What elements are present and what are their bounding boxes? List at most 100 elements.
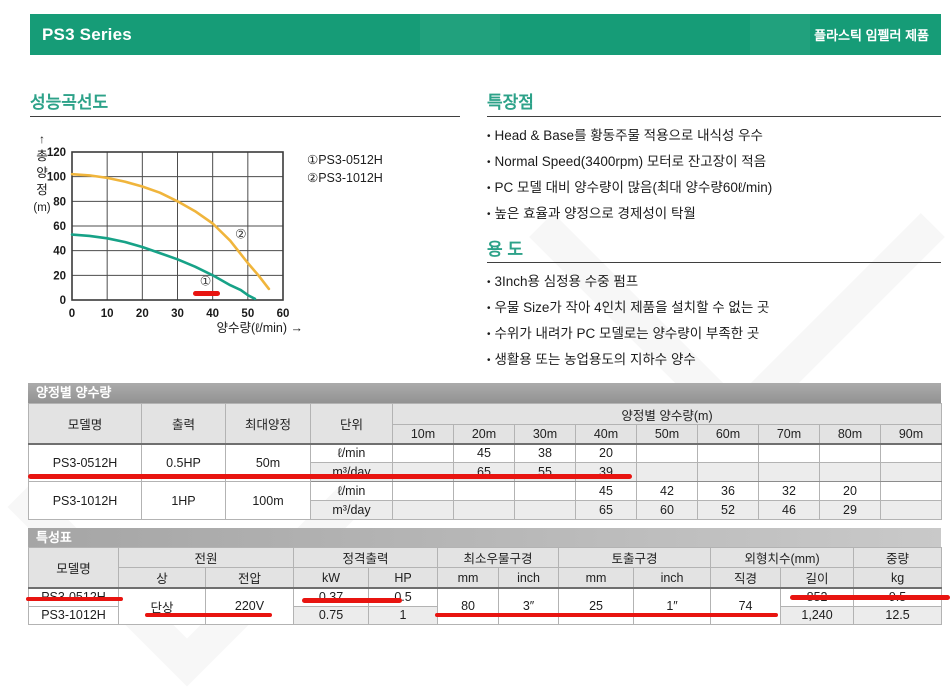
value-cell — [819, 443, 881, 463]
value-cell — [514, 481, 576, 501]
max-head-cell: 100m — [225, 481, 311, 520]
series-title: PS3 Series — [42, 24, 132, 44]
value-cell — [819, 462, 881, 482]
usage-list: 3Inch용 심정용 수중 펌프 우물 Size가 작아 4인치 제품을 설치할… — [487, 269, 770, 373]
col-header-outlet-inch: inch — [633, 567, 712, 589]
value-cell — [514, 500, 576, 520]
weight-cell: 12.5 — [853, 605, 943, 625]
table-row: PS3-1012H 1HP 100m ℓ/min 45 42 36 32 20 — [28, 481, 943, 520]
svg-text:100: 100 — [47, 172, 66, 184]
value-cell — [636, 443, 698, 463]
col-header-unit: 단위 — [310, 403, 393, 444]
col-header-dim-group: 외형치수(mm) — [710, 547, 855, 568]
value-cell: 45 — [575, 481, 637, 501]
value-cell: 60 — [636, 500, 698, 520]
value-cell: 20 — [575, 443, 637, 463]
red-annotation-length-weight — [790, 595, 950, 600]
svg-text:50: 50 — [241, 308, 254, 320]
svg-text:10: 10 — [101, 308, 114, 320]
red-annotation-kw-hp — [302, 598, 402, 603]
y-axis-label-char: 총 — [36, 149, 48, 163]
col-header-output-group: 정격출력 — [293, 547, 439, 568]
col-header-length: 길이 — [780, 567, 855, 589]
section-rule — [30, 116, 460, 117]
value-cell — [879, 443, 943, 463]
value-cell — [392, 481, 454, 501]
head-col: 70m — [758, 424, 820, 444]
product-tagline: 플라스틱 임펠러 제품 — [814, 28, 929, 43]
feature-item: Head & Base를 황동주물 적용으로 내식성 우수 — [487, 123, 772, 149]
col-header-weight-group: 중량 — [853, 547, 943, 568]
value-cell — [392, 500, 454, 520]
head-col: 90m — [879, 424, 943, 444]
col-header-outlet-group: 토출구경 — [558, 547, 712, 568]
y-axis-label-char: 양 — [36, 166, 48, 180]
col-header-well-mm: mm — [437, 567, 500, 589]
head-col: 60m — [697, 424, 759, 444]
svg-text:20: 20 — [53, 270, 66, 282]
col-header-kg: kg — [853, 567, 943, 589]
section-title-features: 특장점 — [487, 93, 534, 112]
usage-item: 우물 Size가 작아 4인치 제품을 설치할 수 없는 곳 — [487, 295, 770, 321]
svg-text:40: 40 — [53, 246, 66, 258]
value-cell — [453, 500, 515, 520]
performance-chart: ① ② 0 10 20 30 40 50 60 0 20 40 60 80 100 120 양수량(ℓ/min)… — [33, 132, 383, 335]
value-cell — [392, 443, 454, 463]
table-row: m³/day 65 60 52 46 29 — [29, 500, 943, 520]
value-cell: 38 — [514, 443, 576, 463]
head-col: 30m — [514, 424, 576, 444]
catalog-page: { "header": { "title": "PS3 Series", "ta… — [0, 0, 950, 634]
value-cell: 42 — [636, 481, 698, 501]
head-col: 40m — [575, 424, 637, 444]
phase-cell: 단상 — [118, 587, 206, 625]
col-header-model: 모델명 — [28, 403, 142, 444]
svg-text:0: 0 — [69, 308, 75, 320]
feature-item: 높은 효율과 양정으로 경제성이 탁월 — [487, 201, 772, 227]
value-cell — [879, 500, 943, 520]
unit-cell: m³/day — [310, 500, 393, 520]
table1-title-bar: 양정별 양수량 — [28, 383, 941, 403]
voltage-cell: 220V — [204, 587, 295, 625]
outlet-inch-cell: 1″ — [633, 587, 712, 625]
table-row: PS3-1012H 0.75 1 1,240 12.5 — [28, 605, 943, 625]
svg-text:80: 80 — [53, 196, 66, 208]
red-annotation-model-0512h — [26, 597, 123, 601]
banner-sheen — [750, 14, 810, 55]
col-header-model: 모델명 — [28, 547, 119, 589]
legend-entry: ②PS3-1012H — [307, 171, 383, 185]
unit-cell: ℓ/min — [310, 481, 393, 501]
hp-cell: 0.5 — [368, 587, 439, 607]
y-axis-label-char: 정 — [36, 183, 48, 197]
value-cell: 46 — [758, 500, 820, 520]
col-header-kw: kW — [293, 567, 370, 589]
value-cell — [697, 443, 759, 463]
kw-cell: 0.37 — [293, 587, 370, 607]
value-cell: 32 — [758, 481, 820, 501]
svg-text:30: 30 — [171, 308, 184, 320]
col-header-phase: 상 — [118, 567, 206, 589]
svg-text:20: 20 — [136, 308, 149, 320]
table-row: PS3-0512H 단상 220V 0.37 0.5 80 3″ 25 1″ 7… — [28, 587, 943, 625]
head-col: 80m — [819, 424, 881, 444]
col-header-power-group: 전원 — [117, 547, 295, 568]
value-cell: 20 — [819, 481, 881, 501]
col-header-well-inch: inch — [498, 567, 560, 589]
red-annotation-chart-curve1 — [193, 291, 220, 296]
table-row: PS3-0512H 0.5HP 50m ℓ/min 45 38 20 — [28, 443, 943, 482]
col-header-diameter: 직경 — [710, 567, 782, 589]
spec-table: 모델명 전원 정격출력 최소우물구경 토출구경 외형치수(mm) 중량 상 전압… — [28, 547, 943, 625]
head-col: 10m — [392, 424, 454, 444]
section-rule — [487, 262, 941, 263]
unit-cell: ℓ/min — [310, 443, 393, 463]
value-cell — [758, 443, 820, 463]
col-header-max-head: 최대양정 — [225, 403, 311, 444]
head-col: 20m — [453, 424, 515, 444]
svg-text:60: 60 — [277, 308, 290, 320]
section-title-performance-curve: 성능곡선도 — [30, 93, 109, 112]
hp-cell: 1 — [368, 605, 439, 625]
well-mm-cell: 80 — [437, 587, 500, 625]
svg-text:120: 120 — [47, 147, 66, 159]
length-cell: 1,240 — [780, 605, 855, 625]
diameter-cell: 74 — [710, 587, 782, 625]
model-cell: PS3-1012H — [28, 605, 119, 625]
